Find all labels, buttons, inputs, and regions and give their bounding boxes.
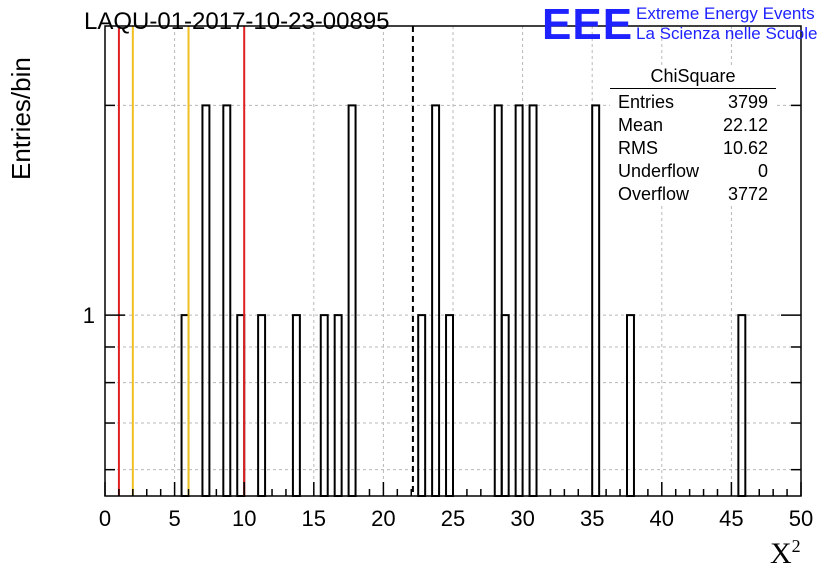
- eee-logo: EEE: [542, 0, 634, 49]
- stats-row-rms: RMS 10.62: [610, 137, 776, 160]
- reference-lines: [117, 26, 414, 496]
- x-tick-label: 15: [302, 506, 326, 531]
- x-tick-label: 30: [510, 506, 534, 531]
- axis-ticks: [104, 104, 802, 496]
- histogram-bar: [201, 104, 211, 497]
- x-tick-label: 5: [168, 506, 180, 531]
- stats-label: Mean: [618, 115, 664, 135]
- stats-value: 22.12: [722, 115, 768, 135]
- stats-row-mean: Mean 22.12: [610, 114, 776, 137]
- histogram-bar: [626, 314, 635, 498]
- stats-value: 10.62: [722, 138, 768, 158]
- histogram-bar: [431, 104, 441, 497]
- y-tick-label: 1: [83, 303, 95, 328]
- histogram-bar: [445, 314, 455, 498]
- x-axis-label-exponent: 2: [791, 536, 801, 556]
- stats-label: Underflow: [618, 161, 700, 181]
- histogram-bar: [257, 314, 267, 498]
- stats-title: ChiSquare: [610, 66, 776, 89]
- histogram-bar: [737, 314, 747, 498]
- histogram-bar: [500, 314, 510, 498]
- x-tick-label: 45: [719, 506, 743, 531]
- logo-line-1: Extreme Energy Events: [636, 4, 815, 23]
- histogram-bar: [528, 104, 538, 497]
- x-tick-label: 50: [789, 506, 813, 531]
- stats-box: ChiSquare Entries 3799 Mean 22.12 RMS 10…: [610, 66, 776, 206]
- histogram-bar: [236, 314, 246, 498]
- x-axis-label-base: X: [770, 537, 792, 570]
- stats-label: Entries: [618, 92, 675, 112]
- histogram-bar: [180, 314, 190, 498]
- histogram-bar: [333, 314, 343, 498]
- stats-value: 3799: [727, 92, 768, 112]
- x-axis-label: X2: [770, 536, 801, 571]
- histogram-bar: [417, 314, 427, 498]
- stats-label: RMS: [618, 138, 658, 158]
- x-tick-label: 0: [99, 506, 111, 531]
- stats-label: Overflow: [618, 184, 690, 204]
- y-axis-label: Entries/bin: [6, 57, 36, 180]
- x-tick-label: 20: [371, 506, 395, 531]
- stats-value: 0: [757, 161, 768, 181]
- stats-row-entries: Entries 3799: [610, 91, 776, 114]
- x-tick-label: 40: [650, 506, 674, 531]
- histogram-bar: [319, 314, 329, 498]
- logo-line-2: La Scienza nelle Scuole: [636, 24, 818, 43]
- histogram-bar: [514, 104, 524, 497]
- histogram-bar: [591, 104, 601, 497]
- histogram-bar: [493, 104, 503, 497]
- histogram-bar: [222, 104, 232, 497]
- x-tick-label: 10: [232, 506, 256, 531]
- histogram-bar: [347, 104, 357, 497]
- chart-title: LAQU-01-2017-10-23-00895: [84, 8, 390, 35]
- stats-row-underflow: Underflow 0: [610, 160, 776, 183]
- histogram-bar: [291, 314, 301, 498]
- tick-labels: 0 5 10 15 20 25 30 35 40 45 50 1: [83, 303, 813, 531]
- x-tick-label: 35: [580, 506, 604, 531]
- x-tick-label: 25: [441, 506, 465, 531]
- stats-row-overflow: Overflow 3772: [610, 183, 776, 206]
- stats-value: 3772: [727, 184, 768, 204]
